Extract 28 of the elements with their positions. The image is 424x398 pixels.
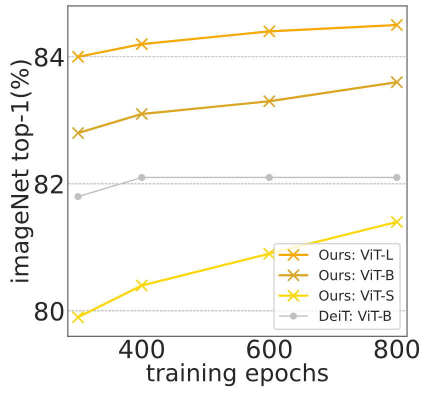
x-tick-label: 400 <box>119 340 164 358</box>
point <box>390 18 404 32</box>
point <box>72 310 84 324</box>
y-axis-title: imageNet top-1(%) <box>10 60 34 282</box>
y-tick-label: 82 <box>34 174 63 194</box>
point <box>135 108 148 120</box>
legend-label: Ours: ViT-L <box>319 249 394 260</box>
point <box>390 76 404 89</box>
legend-label: Ours: ViT-S <box>319 290 394 301</box>
point <box>262 247 276 260</box>
point <box>135 279 148 292</box>
x-axis-title: training epochs <box>146 363 328 386</box>
point <box>262 24 276 38</box>
point <box>262 94 276 108</box>
point <box>266 174 273 182</box>
point <box>72 126 84 140</box>
y-tick-label: 80 <box>34 302 64 321</box>
legend-label: DeiT: ViT-B <box>320 310 391 322</box>
point <box>138 174 146 182</box>
y-tick-label: 84 <box>34 48 64 67</box>
point <box>72 50 84 64</box>
point <box>390 216 404 228</box>
legend-label: Ours: ViT-B <box>319 270 394 280</box>
point <box>135 38 148 50</box>
point <box>393 174 400 182</box>
x-tick-label: 800 <box>374 340 420 358</box>
x-tick-label: 600 <box>247 340 292 358</box>
point <box>74 192 82 200</box>
